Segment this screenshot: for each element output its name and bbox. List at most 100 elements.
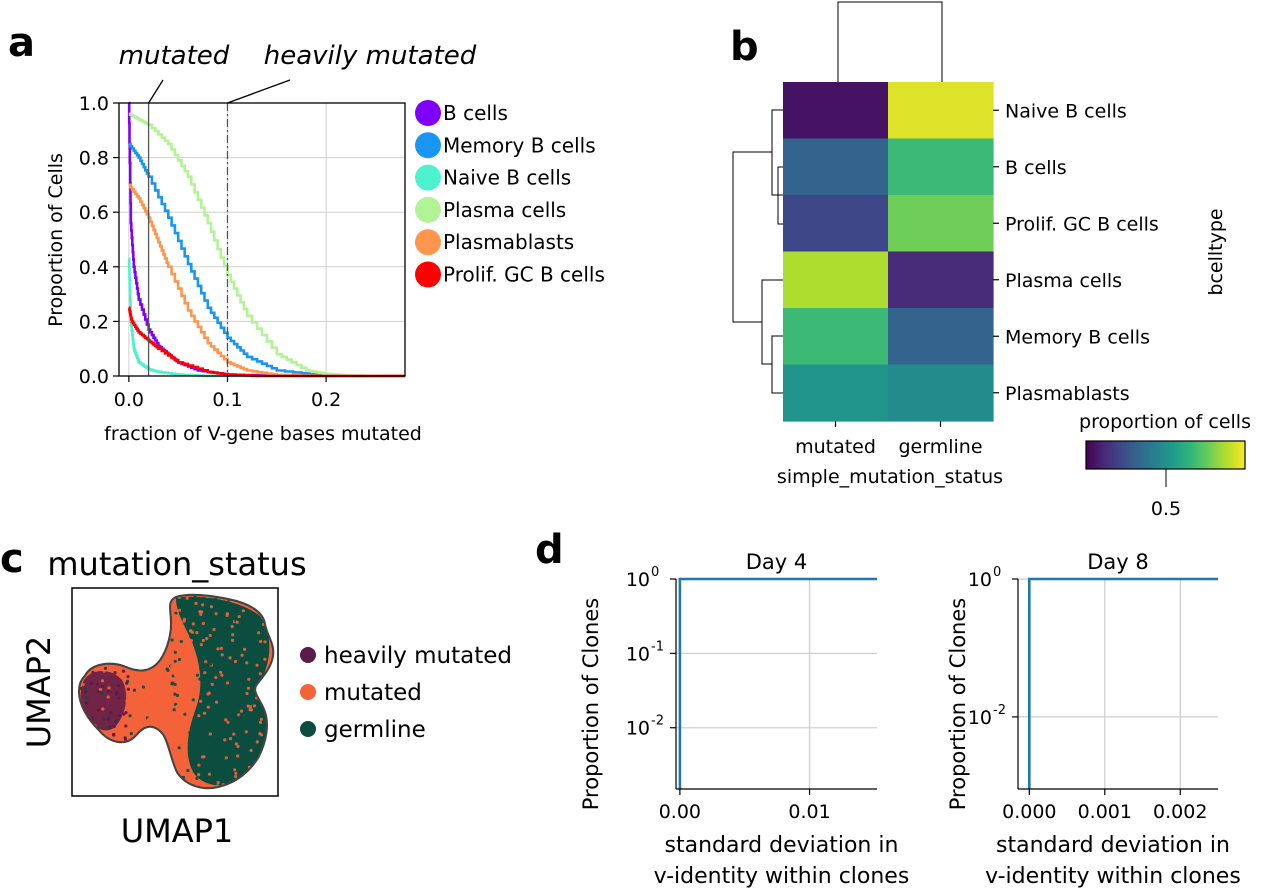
umap-point [232, 732, 236, 736]
x-axis-label-line-1: v-identity within clones [654, 864, 910, 889]
umap-point [207, 735, 211, 740]
legend-marker-germline [300, 721, 316, 737]
umap-point [96, 708, 101, 712]
umap-point [239, 709, 244, 713]
subplot-title: Day 4 [746, 550, 808, 574]
y-tick-exponent-0: 0 [651, 565, 659, 580]
umap-point [80, 628, 82, 633]
umap-point [165, 691, 170, 695]
x-axis-label-line-1: v-identity within clones [985, 864, 1241, 889]
umap-point [219, 616, 223, 620]
umap-point [218, 748, 222, 752]
umap-point [182, 696, 186, 700]
umap-point [217, 716, 221, 720]
umap-point [126, 633, 130, 637]
umap-point [153, 610, 157, 614]
umap-point [229, 772, 233, 776]
umap-point [197, 714, 201, 718]
y-tick-label-2: 10 [626, 718, 650, 740]
umap-point [123, 715, 127, 720]
x-tick-label-1: 0.01 [788, 801, 830, 823]
heatmap-cell-memory-b-cells-germline [888, 308, 994, 366]
panel-c-umap: mutation_status UMAP1 UMAP2 heavily muta… [20, 545, 512, 850]
umap-point [98, 773, 102, 777]
umap-point [91, 604, 95, 608]
umap-point [141, 678, 145, 682]
umap-point [245, 649, 249, 654]
threshold-label-mutated: mutated [119, 41, 230, 71]
umap-point [179, 639, 183, 644]
umap-point [207, 772, 212, 776]
umap-point [197, 620, 201, 624]
umap-point [152, 773, 156, 777]
panel-a-ticks: 0.0 0.1 0.2 0.0 0.2 0.4 0.6 0.8 1.0 [79, 93, 341, 411]
umap-point [197, 773, 201, 777]
umap-point [257, 631, 261, 635]
umap-point [195, 631, 199, 635]
umap-point [233, 664, 237, 668]
umap-point [216, 780, 220, 785]
umap-point [81, 650, 85, 655]
umap-point [148, 608, 152, 612]
umap-point [100, 657, 104, 661]
umap-point [112, 733, 116, 737]
panel-b-column-dendrogram [837, 1, 943, 82]
y-tick-label-1: 0.2 [79, 311, 109, 333]
umap-point [177, 608, 182, 612]
legend-label-prolif-gc-b-cells: Prolif. GC B cells [443, 263, 605, 287]
umap-point [173, 673, 177, 677]
legend-marker-plasma-cells [415, 196, 441, 223]
umap-point [86, 652, 91, 656]
umap-point [271, 623, 273, 627]
umap-point [142, 637, 146, 642]
umap-point [129, 732, 133, 736]
umap-point [128, 614, 133, 619]
umap-point [170, 664, 174, 668]
umap-point [109, 711, 113, 715]
umap-point [123, 736, 127, 740]
umap-point [121, 606, 126, 610]
umap-point [100, 691, 104, 695]
umap-point [146, 597, 150, 601]
x-axis-label-line-0: standard deviation in [996, 833, 1230, 858]
umap-point [170, 638, 174, 642]
umap-point [187, 688, 191, 692]
series-line-memory-b-cells [128, 142, 405, 378]
umap-point [233, 736, 237, 741]
colorbar [1085, 440, 1246, 470]
umap-point [85, 695, 89, 700]
umap-point [215, 698, 219, 702]
umap-point [243, 647, 247, 652]
umap-point [236, 605, 240, 609]
umap-point [106, 622, 110, 626]
umap-point [214, 597, 218, 601]
umap-point [147, 672, 152, 676]
umap-point [247, 674, 251, 678]
umap-point [147, 717, 151, 721]
umap-point [216, 647, 220, 651]
umap-point [114, 720, 118, 725]
umap-point [186, 693, 190, 698]
umap-point [99, 624, 103, 628]
umap-point [168, 694, 172, 698]
umap-point [246, 686, 251, 690]
umap-point [236, 754, 240, 758]
umap-point [118, 784, 122, 788]
row-label-plasmablasts: Plasmablasts [1005, 383, 1130, 405]
series-line-plasma-cells [128, 112, 405, 378]
umap-point [230, 619, 234, 624]
threshold-pointer-mutated [148, 79, 164, 104]
legend-label-b-cells: B cells [443, 101, 508, 125]
x-axis-label-line-0: standard deviation in [665, 833, 899, 858]
umap-point [259, 717, 263, 721]
umap-point [260, 782, 264, 786]
umap-point [198, 739, 202, 743]
umap-point [210, 778, 214, 782]
umap-point [244, 730, 248, 734]
umap-point [169, 786, 173, 788]
umap-point [269, 714, 273, 719]
umap-point [178, 769, 182, 774]
umap-point [109, 772, 113, 777]
